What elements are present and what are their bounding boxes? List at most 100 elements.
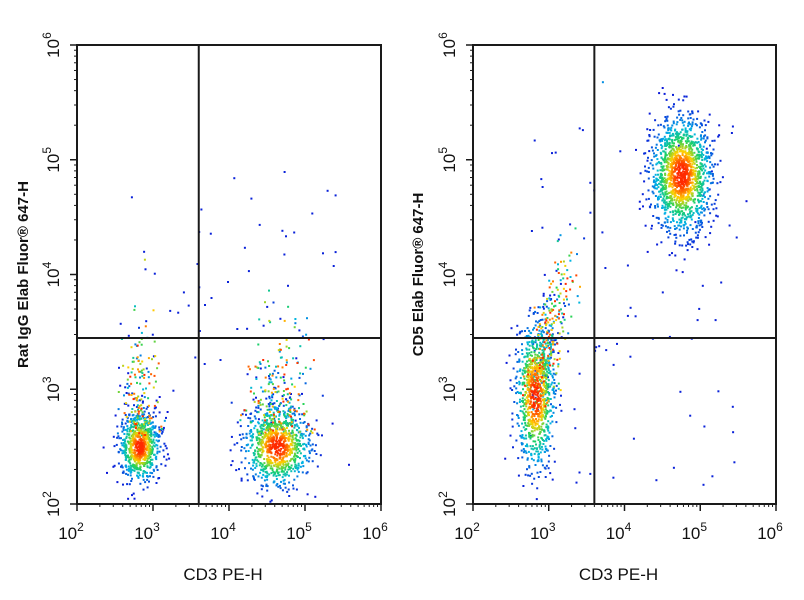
event-dot [319, 454, 322, 457]
event-dot [541, 352, 544, 355]
event-dot [289, 435, 292, 438]
event-dot [535, 391, 538, 394]
event-dot [699, 195, 702, 197]
event-dot [148, 480, 150, 483]
event-dot [289, 448, 292, 451]
event-dot [559, 279, 562, 282]
event-dot [260, 454, 263, 456]
event-dot [678, 162, 681, 165]
event-dot [250, 467, 252, 470]
event-dot [272, 474, 275, 477]
event-dot [552, 349, 555, 352]
event-dot [676, 134, 679, 137]
event-dot [257, 422, 260, 425]
event-dot [301, 471, 304, 474]
event-dot [144, 457, 147, 459]
event-dot [671, 168, 674, 171]
event-dot [686, 164, 689, 167]
event-dot [264, 301, 266, 304]
event-dot [119, 322, 122, 325]
event-dot [113, 464, 116, 467]
event-dot [674, 168, 676, 171]
event-dot [285, 433, 288, 436]
event-dot [529, 359, 532, 362]
event-dot [657, 179, 660, 181]
event-dot [294, 442, 297, 445]
event-dot [551, 340, 554, 343]
event-dot [707, 171, 710, 174]
event-dot [664, 201, 666, 204]
event-dot [271, 467, 274, 470]
event-dot [147, 416, 149, 418]
event-dot [712, 219, 715, 222]
event-dot [538, 355, 541, 358]
event-dot [688, 135, 691, 137]
event-dot [539, 372, 542, 375]
event-dot [140, 338, 143, 340]
event-dot [121, 430, 124, 433]
event-dot [674, 213, 677, 215]
event-dot [239, 419, 242, 422]
event-dot [306, 317, 308, 320]
event-dot [257, 460, 260, 463]
event-dot [553, 343, 556, 346]
event-dot [116, 436, 119, 439]
event-dot [677, 137, 680, 140]
event-dot [240, 477, 243, 480]
event-dot [708, 172, 711, 175]
event-dot [155, 443, 158, 446]
event-dot [689, 123, 692, 126]
event-dot [532, 380, 535, 383]
event-dot [538, 364, 541, 366]
event-dot [543, 357, 546, 360]
event-dot [677, 170, 680, 173]
event-dot [531, 445, 534, 448]
event-dot [294, 447, 297, 450]
event-dot [322, 338, 325, 341]
event-dot [125, 472, 128, 475]
event-dot [283, 427, 285, 430]
event-dot [562, 277, 565, 280]
event-dot [690, 127, 693, 130]
event-dot [675, 176, 678, 179]
event-dot [276, 463, 279, 466]
event-dot [281, 395, 284, 398]
event-dot [663, 208, 666, 211]
event-dot [681, 147, 684, 150]
event-dot [509, 434, 512, 437]
event-dot [154, 433, 157, 436]
event-dot [685, 170, 688, 173]
event-dot [526, 335, 529, 338]
event-dot [677, 110, 680, 113]
event-dot [286, 387, 289, 390]
event-dot [266, 448, 269, 451]
event-dot [537, 334, 540, 336]
event-dot [139, 439, 142, 442]
event-dot [691, 163, 694, 166]
event-dot [716, 182, 719, 185]
event-dot [589, 181, 592, 184]
event-dot [146, 478, 149, 481]
event-dot [686, 159, 689, 162]
event-dot [122, 444, 125, 447]
event-dot [534, 423, 537, 426]
event-dot [249, 417, 252, 420]
event-dot [539, 345, 542, 348]
event-dot [675, 146, 678, 149]
event-dot [158, 411, 161, 414]
event-dot [693, 133, 696, 136]
event-dot [244, 467, 246, 470]
event-dot [274, 472, 277, 475]
event-dot [547, 354, 550, 357]
event-dot [286, 393, 289, 396]
event-dot [668, 196, 671, 199]
event-dot [273, 406, 276, 409]
event-dots [102, 171, 350, 503]
event-dot [701, 194, 704, 197]
event-dot [252, 398, 255, 401]
event-dot [536, 427, 539, 430]
event-dot [538, 425, 541, 428]
event-dot [278, 413, 281, 416]
event-dot [279, 435, 282, 438]
event-dot [121, 421, 123, 424]
